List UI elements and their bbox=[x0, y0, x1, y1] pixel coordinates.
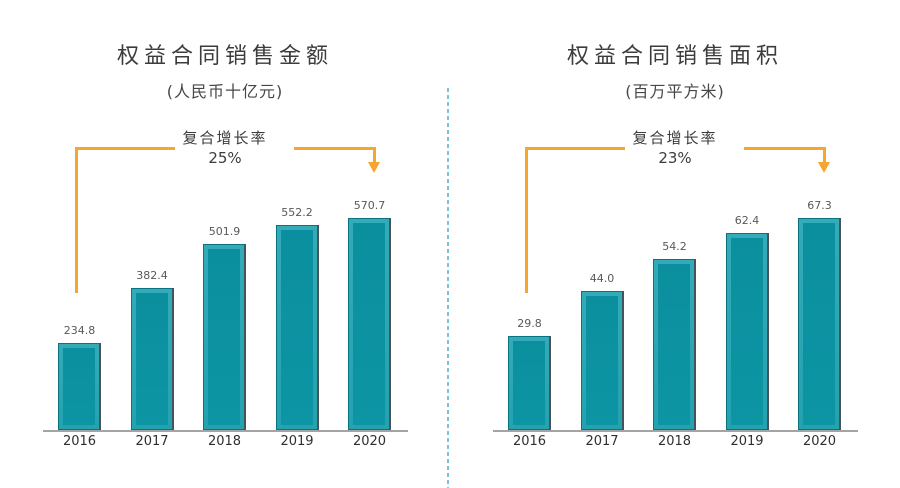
x-axis-line bbox=[43, 430, 408, 432]
dashed-divider bbox=[447, 88, 449, 488]
x-tick-label: 2018 bbox=[207, 434, 242, 449]
chart-sales-amount: 权益合同销售金额 (人民币十亿元) 复合增长率 25% 234.8 2016 382… bbox=[43, 44, 408, 449]
bar-value-label: 234.8 bbox=[63, 324, 96, 337]
chart-subtitle: (人民币十亿元) bbox=[166, 82, 284, 101]
x-axis-line bbox=[493, 430, 858, 432]
bar-face bbox=[135, 293, 168, 425]
x-tick-label: 2016 bbox=[512, 434, 547, 449]
bar-face bbox=[513, 341, 545, 425]
x-tick-label: 2019 bbox=[280, 434, 314, 449]
cagr-arrowhead-icon bbox=[368, 162, 380, 173]
chart-title: 权益合同销售金额 bbox=[116, 44, 333, 69]
bar-face bbox=[730, 238, 763, 425]
bar-value-label: 501.9 bbox=[208, 225, 241, 238]
bar-face bbox=[63, 348, 95, 425]
cagr-label: 复合增长率 bbox=[632, 129, 718, 147]
bar-face bbox=[280, 230, 313, 425]
x-tick-label: 2020 bbox=[802, 434, 837, 449]
bar-2019 bbox=[275, 225, 319, 430]
bar-2017 bbox=[130, 288, 174, 430]
bar-face bbox=[208, 249, 240, 425]
bar-face bbox=[658, 264, 690, 425]
cagr-bracket-right-line bbox=[373, 147, 376, 164]
cagr-bracket-top-right bbox=[294, 147, 376, 150]
cagr-bracket-left-line bbox=[75, 147, 78, 293]
bar-value-label: 54.2 bbox=[662, 240, 687, 253]
x-tick-label: 2020 bbox=[352, 434, 387, 449]
bar-2017 bbox=[580, 291, 624, 430]
cagr-bracket-top-left bbox=[75, 147, 175, 150]
x-tick-label: 2019 bbox=[730, 434, 764, 449]
chart-sales-area: 权益合同销售面积 (百万平方米) 复合增长率 23% 29.8 2016 44.0 2… bbox=[450, 0, 900, 488]
x-tick-label: 2017 bbox=[135, 434, 169, 449]
bar-value-label: 29.8 bbox=[517, 317, 542, 330]
bar-2020 bbox=[348, 218, 391, 430]
x-tick-label: 2018 bbox=[657, 434, 692, 449]
bar-value-label: 67.3 bbox=[807, 199, 832, 212]
cagr-value: 23% bbox=[658, 149, 692, 167]
cagr-value: 25% bbox=[208, 149, 242, 167]
cagr-bracket-top-left bbox=[525, 147, 625, 150]
cagr-label: 复合增长率 bbox=[182, 129, 268, 147]
x-tick-label: 2016 bbox=[62, 434, 97, 449]
chart-title: 权益合同销售面积 bbox=[566, 44, 783, 69]
cagr-bracket-top-right bbox=[744, 147, 826, 150]
bar-face bbox=[803, 223, 835, 425]
bar-face bbox=[353, 223, 385, 425]
bar-face bbox=[585, 296, 618, 425]
bar-2020 bbox=[798, 218, 841, 430]
x-tick-label: 2017 bbox=[585, 434, 619, 449]
cagr-arrowhead-icon bbox=[818, 162, 830, 173]
bar-value-label: 382.4 bbox=[136, 269, 168, 282]
bar-2016 bbox=[508, 336, 551, 430]
plot-area: 29.8 2016 44.0 2017 54.2 2018 62.4 2019 67.3 2020 bbox=[450, 0, 900, 488]
bar-value-label: 570.7 bbox=[353, 199, 386, 212]
plot-area: 234.8 2016 382.4 2017 501.9 2018 552.2 2019 570.… bbox=[43, 199, 408, 449]
bar-2016 bbox=[58, 343, 101, 430]
cagr-bracket-right-line bbox=[823, 147, 826, 164]
chart-subtitle: (百万平方米) bbox=[625, 82, 725, 101]
bar-value-label: 552.2 bbox=[281, 206, 313, 219]
cagr-bracket-left-line bbox=[525, 147, 528, 293]
bar-value-label: 44.0 bbox=[589, 272, 615, 285]
bar-2018 bbox=[653, 259, 696, 430]
bar-2018 bbox=[203, 244, 246, 430]
bar-value-label: 62.4 bbox=[734, 214, 760, 227]
bar-2019 bbox=[725, 233, 769, 430]
